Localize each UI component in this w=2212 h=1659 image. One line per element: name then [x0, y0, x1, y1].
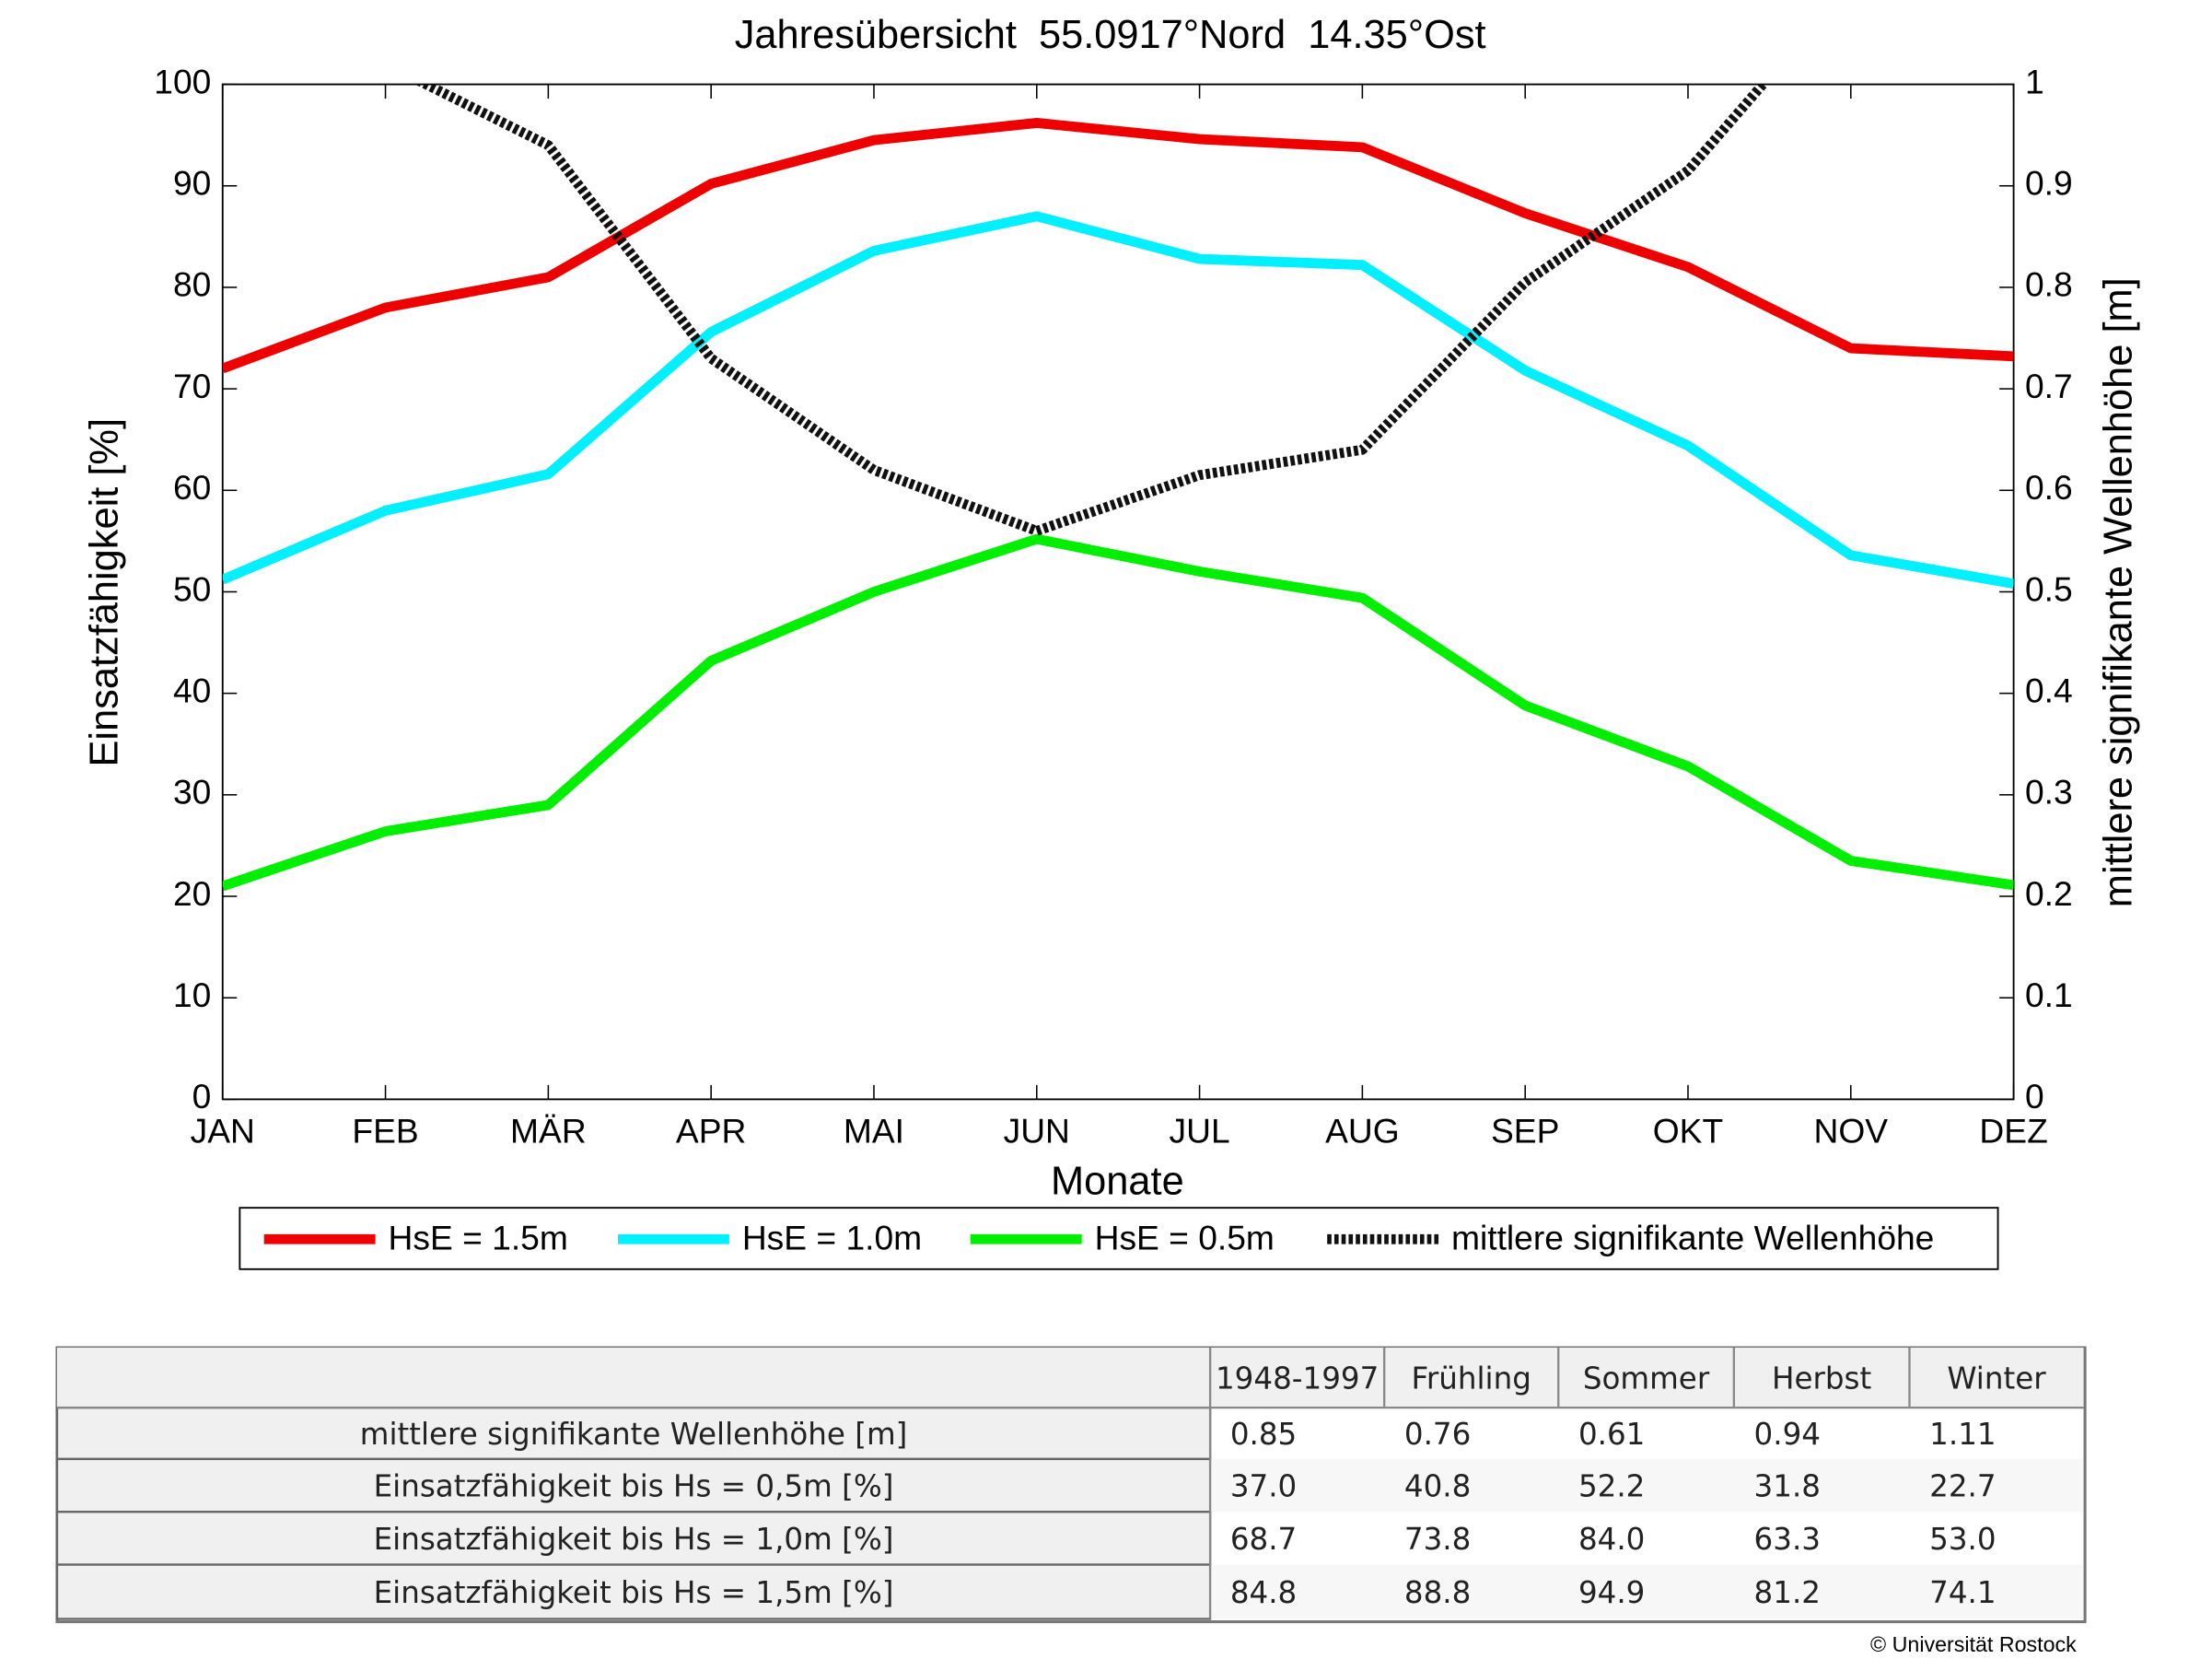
- table-cell: 40.8: [1404, 1469, 1471, 1504]
- table-cell: 74.1: [1929, 1575, 1996, 1610]
- x-tick-label: JUL: [1170, 1111, 1230, 1150]
- table-cell: 94.9: [1578, 1575, 1645, 1610]
- table-row-label: Einsatzfähigkeit bis Hs = 1,5m [%]: [374, 1575, 894, 1610]
- legend-label: HsE = 0.5m: [1095, 1219, 1275, 1257]
- table-cell: 81.2: [1754, 1575, 1821, 1610]
- table-cell: 53.0: [1929, 1522, 1996, 1557]
- series-line: [222, 211, 2014, 590]
- table-cell: 88.8: [1404, 1575, 1471, 1610]
- y2-tick-label: 0.1: [2025, 976, 2073, 1014]
- y-tick-label: 20: [173, 874, 211, 913]
- table-header: Sommer: [1583, 1361, 1710, 1396]
- x-tick-label: JAN: [191, 1111, 255, 1150]
- y-tick-label: 100: [154, 62, 211, 100]
- y-tick-label: 40: [173, 671, 211, 709]
- table-header-bg: [56, 1348, 2084, 1408]
- y2-tick-label: 0.2: [2025, 874, 2073, 913]
- table-header: 1948-1997: [1216, 1361, 1379, 1396]
- y-tick-label: 70: [173, 367, 211, 405]
- y2-tick-label: 0.4: [2025, 671, 2073, 709]
- y2-tick-label: 0.9: [2025, 164, 2073, 203]
- table-label-bg: [55, 1511, 1212, 1566]
- x-tick-label: AUG: [1325, 1111, 1400, 1150]
- x-tick-label: SEP: [1491, 1111, 1559, 1150]
- copyright: © Universität Rostock: [1870, 1632, 2077, 1656]
- series-line: [414, 84, 1770, 536]
- table-row-label: Einsatzfähigkeit bis Hs = 0,5m [%]: [374, 1469, 894, 1504]
- table-cell: 84.0: [1578, 1522, 1645, 1557]
- x-tick-label: FEB: [352, 1111, 418, 1150]
- y2-tick-label: 0: [2025, 1077, 2044, 1116]
- series-line: [222, 118, 2014, 374]
- table-cell: 0.94: [1754, 1417, 1821, 1452]
- table-cell: 22.7: [1929, 1469, 1996, 1504]
- table-cell: 73.8: [1404, 1522, 1471, 1557]
- x-axis-label: Monate: [1051, 1159, 1184, 1203]
- table-cell: 0.76: [1404, 1417, 1471, 1452]
- table-label-bg: [55, 1406, 1212, 1461]
- y-axis-label: Einsatzfähigkeit [%]: [83, 418, 127, 767]
- table-cell: 63.3: [1754, 1522, 1821, 1557]
- y-tick-label: 60: [173, 468, 211, 507]
- y-tick-label: 50: [173, 569, 211, 608]
- table-cell: 31.8: [1754, 1469, 1821, 1504]
- y-tick-label: 0: [192, 1077, 212, 1116]
- y2-tick-label: 0.3: [2025, 773, 2073, 812]
- table-header: Herbst: [1772, 1361, 1871, 1396]
- x-tick-label: DEZ: [1979, 1111, 2047, 1150]
- x-tick-label: MAI: [844, 1111, 904, 1150]
- x-tick-label: OKT: [1653, 1111, 1723, 1150]
- table-row-label: mittlere signifikante Wellenhöhe [m]: [360, 1417, 908, 1452]
- y2-tick-label: 0.7: [2025, 367, 2073, 405]
- legend-box: [239, 1207, 1999, 1270]
- table-cell: 0.85: [1230, 1417, 1297, 1452]
- legend-label: HsE = 1.5m: [389, 1219, 568, 1257]
- table-cell: 1.11: [1929, 1417, 1996, 1452]
- y2-tick-label: 0.8: [2025, 265, 2073, 304]
- x-tick-label: NOV: [1813, 1111, 1888, 1150]
- table-header: Frühling: [1412, 1361, 1531, 1396]
- table-row-bg: [1210, 1458, 2084, 1513]
- plot-area: [222, 84, 2014, 892]
- chart-title: Jahresübersicht 55.0917°Nord 14.35°Ost: [735, 13, 1486, 57]
- x-tick-label: APR: [676, 1111, 746, 1150]
- x-tick-label: JUN: [1004, 1111, 1070, 1150]
- table-row-bg: [1210, 1564, 2084, 1619]
- legend-label: mittlere signifikante Wellenhöhe: [1451, 1219, 1934, 1257]
- table-row-label: Einsatzfähigkeit bis Hs = 1,0m [%]: [374, 1522, 894, 1557]
- table-header: Winter: [1947, 1361, 2046, 1396]
- x-tick-label: MÄR: [510, 1111, 587, 1150]
- table-label-bg: [55, 1563, 1212, 1620]
- table-cell: 0.61: [1578, 1417, 1645, 1452]
- table-cell: 37.0: [1230, 1469, 1297, 1504]
- table-cell: 52.2: [1578, 1469, 1645, 1504]
- y2-tick-label: 0.5: [2025, 569, 2073, 608]
- series-line: [222, 533, 2014, 892]
- y2-tick-label: 1: [2025, 62, 2044, 100]
- table-cell: 68.7: [1230, 1522, 1297, 1557]
- y-tick-label: 80: [173, 265, 211, 304]
- y-tick-label: 90: [173, 164, 211, 203]
- y2-tick-label: 0.6: [2025, 468, 2073, 507]
- table-cell: 84.8: [1230, 1575, 1297, 1610]
- y2-axis-label: mittlere signifikante Wellenhöhe [m]: [2096, 277, 2140, 907]
- y-tick-label: 10: [173, 976, 211, 1014]
- y-tick-label: 30: [173, 773, 211, 812]
- legend-label: HsE = 1.0m: [742, 1219, 922, 1257]
- table-label-bg: [55, 1457, 1212, 1513]
